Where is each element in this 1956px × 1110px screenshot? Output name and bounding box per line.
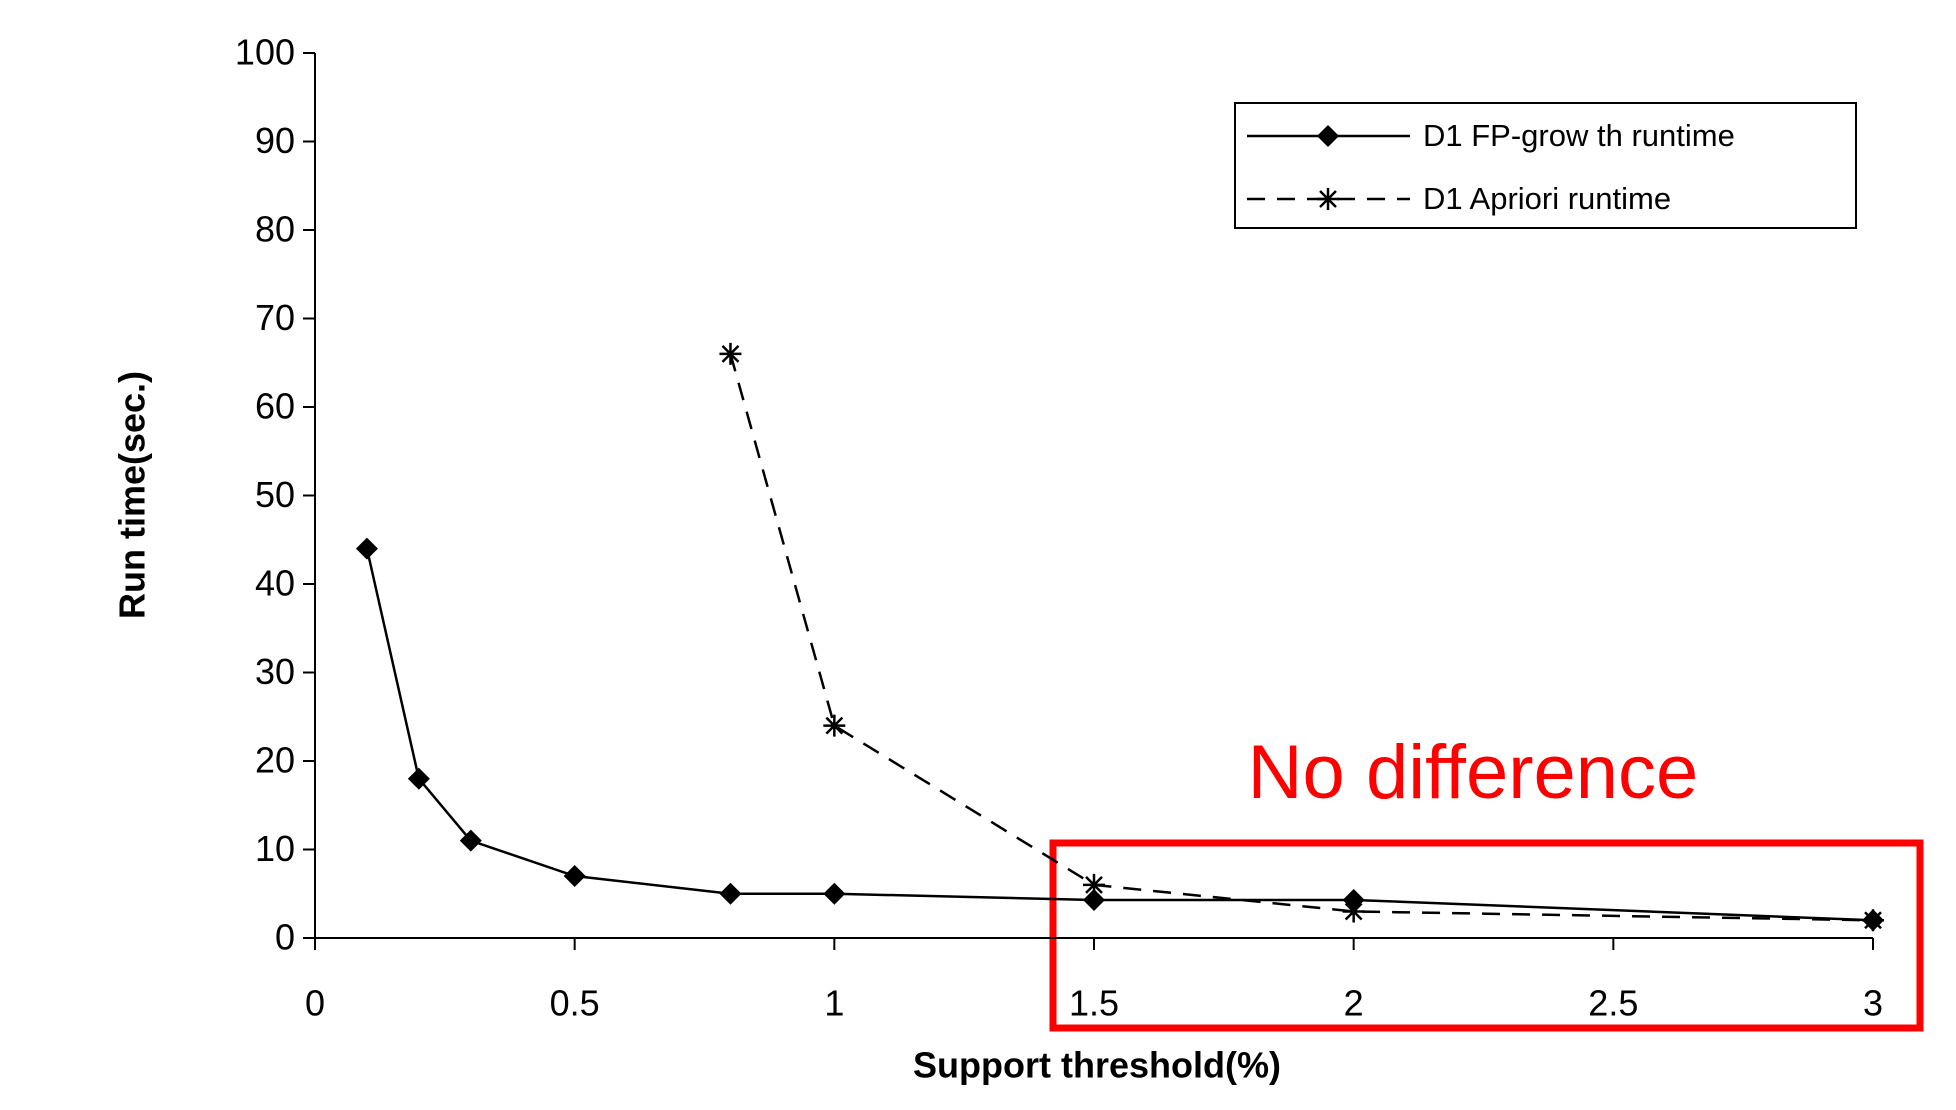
marker bbox=[719, 882, 742, 905]
marker bbox=[1342, 900, 1365, 923]
y-tick-label: 30 bbox=[255, 651, 295, 692]
marker bbox=[823, 714, 846, 737]
y-tick-label: 80 bbox=[255, 209, 295, 250]
legend-label: D1 FP-grow th runtime bbox=[1423, 118, 1735, 153]
marker bbox=[1083, 873, 1105, 896]
y-tick-label: 50 bbox=[255, 474, 295, 515]
y-tick-label: 60 bbox=[255, 386, 295, 427]
highlight-box bbox=[1049, 839, 1924, 1032]
x-tick-label: 1.5 bbox=[1069, 983, 1119, 1024]
y-tick-label: 70 bbox=[255, 297, 295, 338]
legend-marker bbox=[1317, 125, 1339, 147]
marker bbox=[563, 865, 586, 888]
annotation: No difference bbox=[1248, 730, 1699, 815]
y-axis-title: Run time(sec.) bbox=[112, 371, 153, 619]
y-tick-label: 100 bbox=[235, 32, 295, 73]
x-tick-label: 0 bbox=[305, 983, 325, 1024]
marker bbox=[823, 882, 846, 905]
marker bbox=[1083, 888, 1105, 911]
marker bbox=[719, 342, 742, 365]
marker bbox=[407, 767, 430, 790]
y-tick-label: 20 bbox=[255, 740, 295, 781]
marker bbox=[355, 537, 378, 560]
x-tick-label: 0.5 bbox=[550, 983, 600, 1024]
marker bbox=[459, 829, 482, 852]
marker bbox=[1862, 909, 1884, 932]
y-tick-label: 90 bbox=[255, 120, 295, 161]
y-tick-label: 10 bbox=[255, 828, 295, 869]
legend-box bbox=[1234, 102, 1857, 229]
x-tick-label: 2.5 bbox=[1588, 983, 1638, 1024]
x-axis-title: Support threshold(%) bbox=[913, 1045, 1281, 1086]
y-tick-label: 0 bbox=[275, 917, 295, 958]
y-tick-label: 40 bbox=[255, 563, 295, 604]
x-tick-label: 2 bbox=[1344, 983, 1364, 1024]
legend-label: D1 Apriori runtime bbox=[1423, 181, 1671, 216]
x-tick-label: 1 bbox=[824, 983, 844, 1024]
x-tick-label: 3 bbox=[1863, 983, 1883, 1024]
legend-marker bbox=[1317, 188, 1339, 210]
